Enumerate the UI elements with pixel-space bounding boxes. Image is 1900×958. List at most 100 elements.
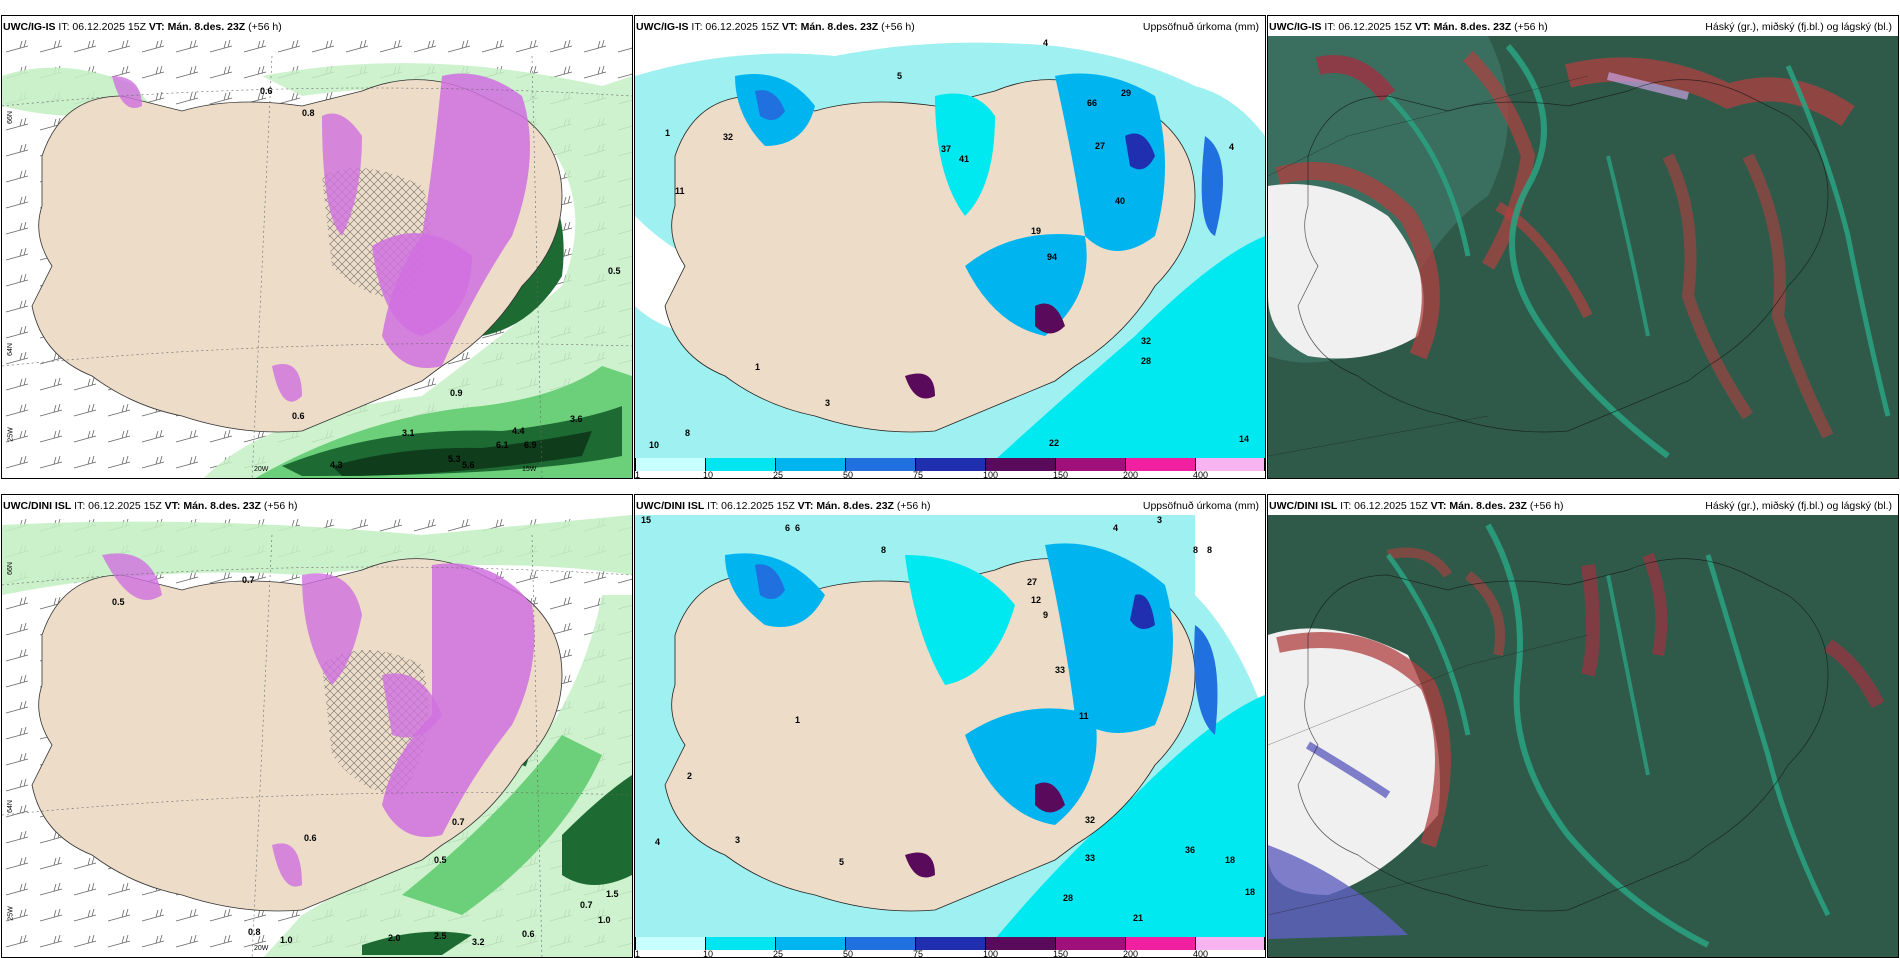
precip-value: 33	[1055, 665, 1066, 675]
precip-value: 33	[1085, 853, 1096, 863]
wind-value: 2.5	[434, 931, 447, 941]
precip-value: 8	[881, 545, 887, 555]
colorbar-label: 150	[1053, 949, 1069, 958]
wind-value: 3.2	[472, 937, 485, 947]
wind-value: 6.9	[524, 440, 537, 450]
panel-title: UWC/DINI ISL IT: 06.12.2025 15Z VT: Mán.…	[636, 500, 931, 512]
panel-title: UWC/IG-IS IT: 06.12.2025 15Z VT: Mán. 8.…	[1269, 21, 1548, 33]
colorbar-cell	[775, 458, 845, 471]
wind-value: 3.6	[570, 414, 583, 424]
wind-value: 5.6	[462, 460, 475, 470]
precip-value: 8	[1193, 545, 1199, 555]
wind-map-panel-bottom: UWC/DINI ISL IT: 06.12.2025 15Z VT: Mán.…	[1, 494, 633, 958]
cloud-map-panel-bottom: UWC/DINI ISL IT: 06.12.2025 15Z VT: Mán.…	[1267, 494, 1899, 958]
precip-value: 6	[785, 523, 791, 533]
colorbar-label: 200	[1123, 949, 1139, 958]
cloud-map	[1268, 515, 1898, 957]
cloud-title: Háský (gr.), miðský (fj.bl.) og lágský (…	[1705, 21, 1892, 33]
colorbar-label: 25	[773, 470, 784, 479]
precip-value: 32	[723, 132, 734, 142]
colorbar-cell	[985, 458, 1055, 471]
cloud-map-panel-top: UWC/IG-IS IT: 06.12.2025 15Z VT: Mán. 8.…	[1267, 15, 1899, 479]
precip-value: 11	[675, 186, 685, 196]
grid-lon-label: 20W	[254, 945, 269, 952]
colorbar-label: 1	[635, 470, 641, 479]
precip-value: 5	[839, 857, 845, 867]
colorbar-cell	[1125, 458, 1195, 471]
precip-value: 8	[1207, 545, 1213, 555]
wind-value: 5.3	[448, 454, 461, 464]
precip-value: 28	[1141, 356, 1152, 366]
precip-value: 4	[655, 837, 661, 847]
lon-25-label: 25W	[7, 906, 15, 921]
precip-map-panel-bottom: UWC/DINI ISL IT: 06.12.2025 15Z VT: Mán.…	[634, 494, 1266, 958]
precip-value: 22	[1049, 438, 1060, 448]
precip-value: 94	[1047, 252, 1058, 262]
wind-value: 0.5	[112, 597, 125, 607]
precip-map: 4 5 1 11 32 37 41 66 29 27 40 4 19 94 32…	[635, 36, 1265, 460]
wind-value: 0.8	[302, 108, 315, 118]
colorbar-label: 400	[1193, 949, 1209, 958]
precip-value: 12	[1031, 595, 1042, 605]
wind-value: 0.6	[304, 833, 317, 843]
precip-value: 4	[1229, 142, 1235, 152]
colorbar-cell	[635, 937, 705, 950]
colorbar-label: 25	[773, 949, 784, 958]
colorbar-cell	[845, 458, 915, 471]
precip-value: 3	[825, 398, 831, 408]
precip-value: 18	[1245, 887, 1256, 897]
colorbar-cell	[915, 458, 985, 471]
precip-value: 40	[1115, 196, 1126, 206]
wind-value: 0.6	[292, 411, 305, 421]
precip-value: 3	[1157, 515, 1163, 525]
colorbar-label: 100	[983, 470, 999, 479]
precip-value: 18	[1225, 855, 1236, 865]
precip-value: 4	[1113, 523, 1119, 533]
wind-value: 0.7	[580, 900, 593, 910]
grid-lon-label: 20W	[254, 466, 269, 473]
wind-map-panel-top: UWC/IG-IS IT: 06.12.2025 15Z VT: Mán. 8.…	[1, 15, 633, 479]
wind-value: 0.5	[608, 266, 621, 276]
precip-value: 3	[735, 835, 741, 845]
lat-66-label: 66N	[6, 111, 14, 124]
wind-value: 0.7	[242, 575, 255, 585]
wind-map: 66N 64N 25W 20W 15W 0.6 0.8 0.6 0.9 3.1 …	[2, 36, 632, 478]
wind-value: 0.7	[452, 817, 465, 827]
precip-value: 1	[755, 362, 761, 372]
precip-value: 5	[897, 71, 903, 81]
wind-value: 2.0	[388, 933, 401, 943]
precip-value: 1	[795, 715, 801, 725]
colorbar-label: 400	[1193, 470, 1209, 479]
colorbar-label: 75	[913, 949, 924, 958]
precip-map-panel-top: UWC/IG-IS IT: 06.12.2025 15Z VT: Mán. 8.…	[634, 15, 1266, 479]
colorbar-cell	[635, 458, 705, 471]
precip-value: 32	[1085, 815, 1096, 825]
precip-value: 14	[1239, 434, 1250, 444]
precip-value: 10	[649, 440, 660, 450]
cloud-map	[1268, 36, 1898, 478]
precip-value: 27	[1027, 577, 1038, 587]
cloud-title: Háský (gr.), miðský (fj.bl.) og lágský (…	[1705, 500, 1892, 512]
precip-value: 15	[641, 515, 652, 525]
colorbar-cell	[1055, 937, 1125, 950]
colorbar-label: 1	[635, 949, 641, 958]
colorbar-label: 50	[843, 470, 854, 479]
precip-value: 66	[1087, 98, 1098, 108]
colorbar-cell	[705, 937, 775, 950]
colorbar-cell	[705, 458, 775, 471]
precip-value: 8	[685, 428, 691, 438]
precip-title: Uppsöfnuð úrkoma (mm)	[1142, 21, 1259, 33]
wind-value: 4.4	[512, 426, 525, 436]
precip-value: 32	[1141, 336, 1152, 346]
colorbar-label: 150	[1053, 470, 1069, 479]
colorbar-label: 100	[983, 949, 999, 958]
colorbar-cell	[985, 937, 1055, 950]
colorbar-label: 75	[913, 470, 924, 479]
precip-value: 19	[1031, 226, 1042, 236]
colorbar-cell	[1195, 458, 1265, 471]
grid-lon-label: 15W	[522, 466, 537, 473]
wind-value: 0.5	[434, 855, 447, 865]
colorbar-label: 200	[1123, 470, 1139, 479]
colorbar-cell	[1195, 937, 1265, 950]
wind-value: 0.6	[260, 86, 273, 96]
